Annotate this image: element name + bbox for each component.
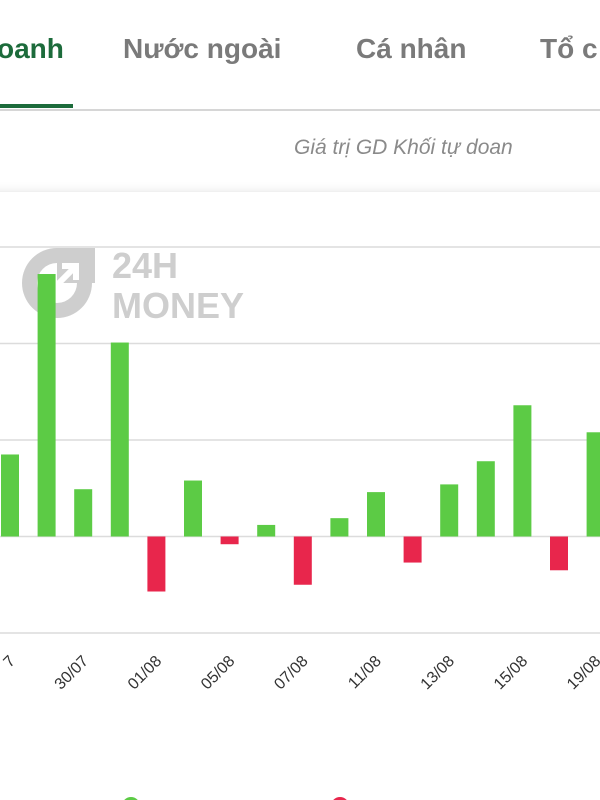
chart-card — [0, 192, 600, 800]
bar — [74, 489, 93, 537]
tab[interactable]: Tổ c — [540, 33, 598, 64]
bar — [110, 342, 129, 537]
bar — [403, 536, 422, 563]
legend-dot — [124, 797, 138, 800]
bar — [37, 274, 56, 537]
bar — [293, 536, 312, 585]
bar — [550, 536, 568, 571]
tab[interactable]: Nước ngoài — [123, 33, 281, 64]
bar — [147, 536, 166, 592]
bar — [220, 536, 239, 545]
watermark-text: MONEY — [112, 285, 244, 326]
bar — [440, 484, 459, 537]
bar — [476, 461, 495, 537]
bar — [513, 405, 532, 537]
tab[interactable]: Cá nhân — [356, 33, 466, 64]
bar — [184, 480, 202, 537]
bar — [330, 518, 349, 537]
watermark: 24H MONEY — [22, 245, 244, 326]
tab[interactable]: oanh — [0, 33, 64, 64]
bar — [257, 524, 276, 537]
bar — [1, 454, 19, 537]
subtitle: Giá trị GD Khối tự doan — [294, 136, 513, 159]
bar — [586, 432, 600, 537]
divider — [0, 109, 600, 111]
bar — [367, 492, 385, 537]
watermark-text: 24H — [112, 245, 178, 286]
tab-indicator — [0, 104, 73, 108]
legend-dot — [333, 797, 347, 800]
